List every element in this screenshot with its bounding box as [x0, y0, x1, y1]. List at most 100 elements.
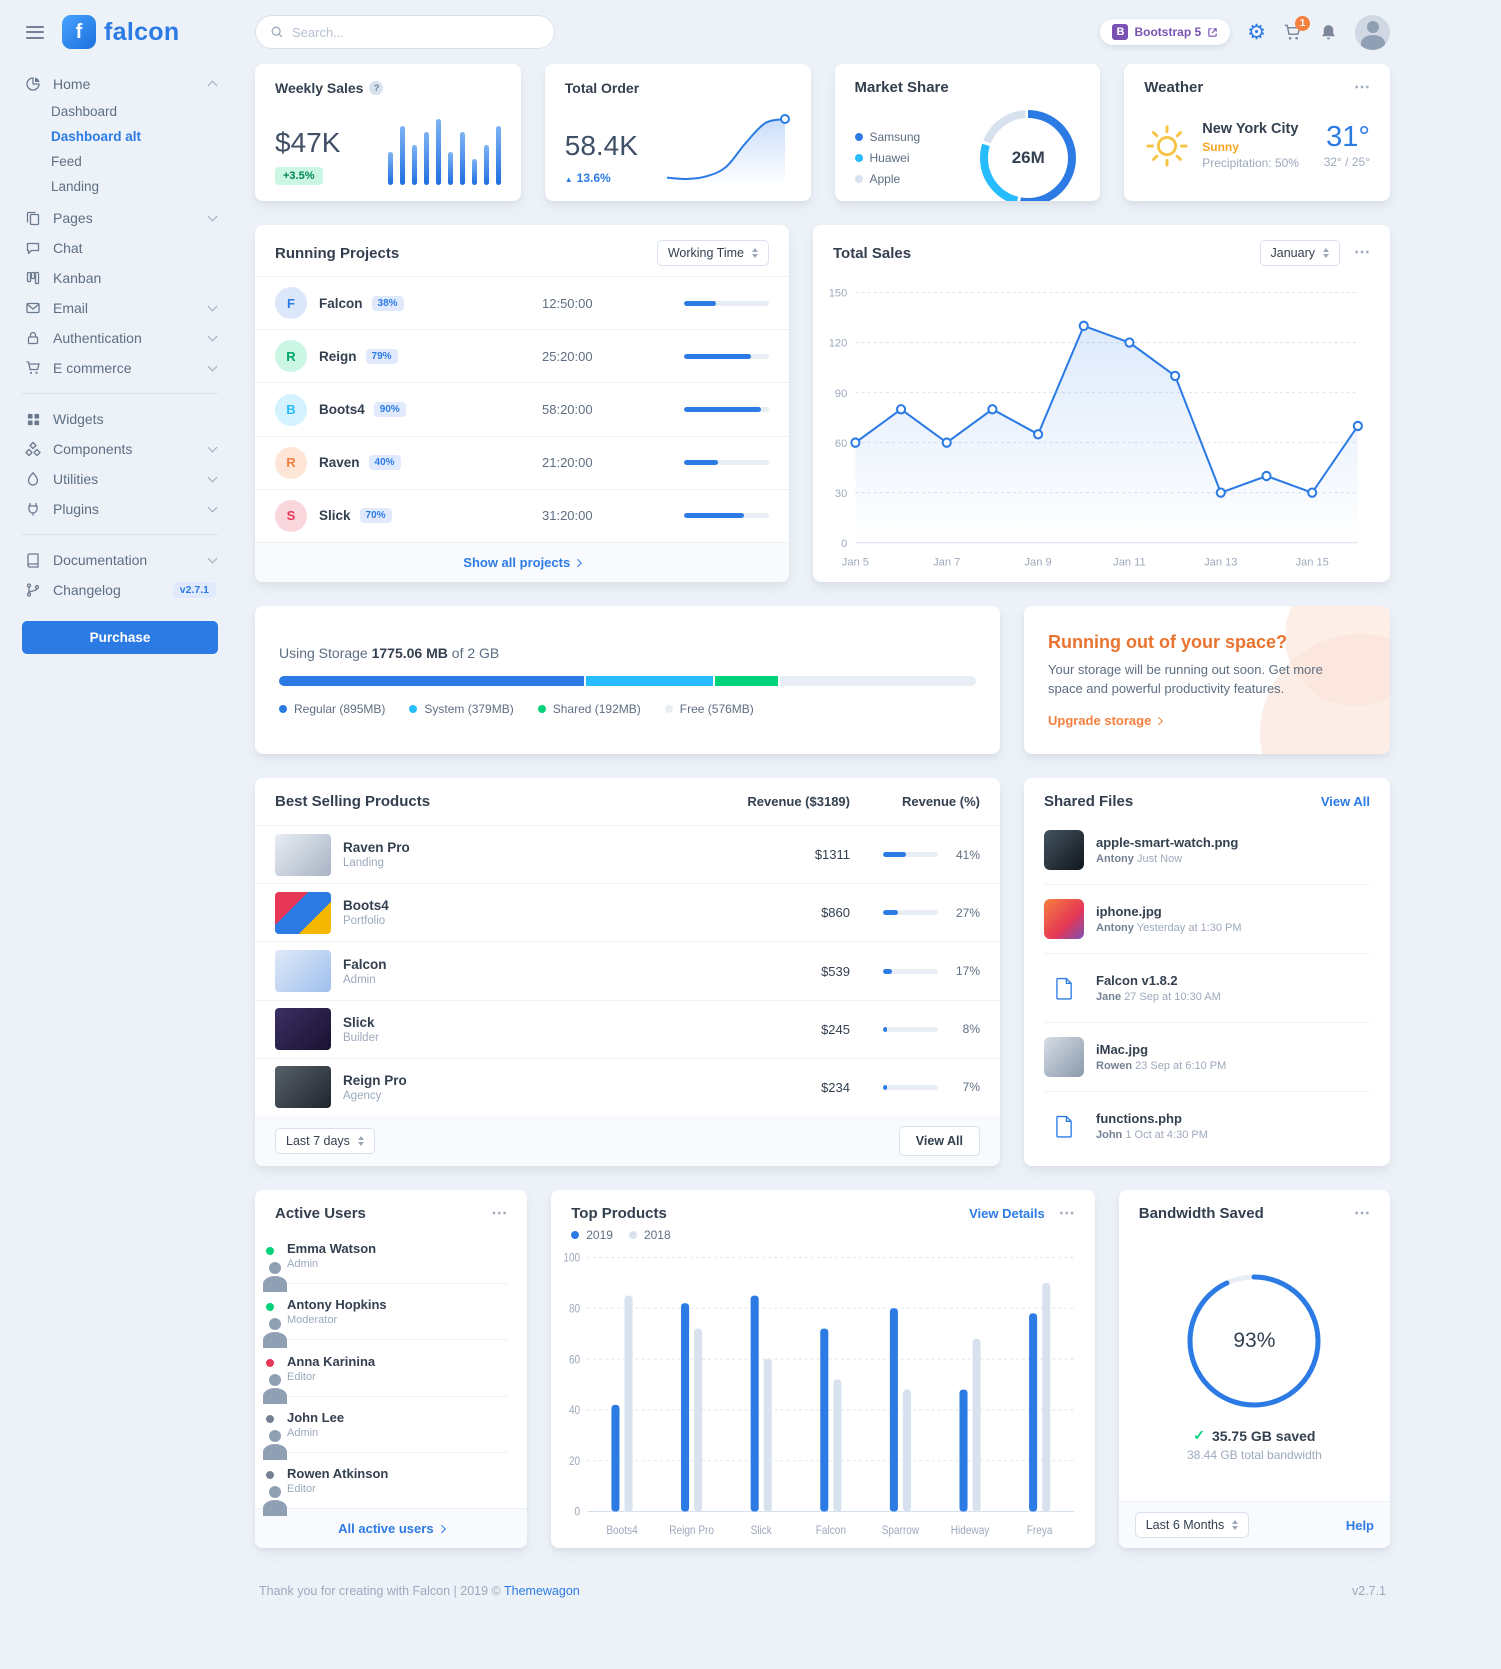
- sidebar-item-dashboard-alt[interactable]: Dashboard alt: [51, 129, 142, 144]
- cart-count-badge: 1: [1295, 15, 1310, 31]
- card-menu-button[interactable]: [1059, 1206, 1075, 1222]
- settings-gear-icon[interactable]: [1247, 22, 1266, 43]
- product-name[interactable]: Raven Pro: [343, 840, 410, 856]
- project-avatar: B: [275, 393, 307, 426]
- list-item[interactable]: Falcon v1.8.2 Jane 27 Sep at 10:30 AM: [1044, 953, 1370, 1022]
- sidebar-item-documentation[interactable]: Documentation: [22, 545, 218, 575]
- chevron-down-icon: [207, 331, 218, 342]
- product-name[interactable]: Falcon: [343, 956, 387, 972]
- card-menu-button[interactable]: [1354, 1206, 1370, 1222]
- view-all-button[interactable]: View All: [898, 1126, 980, 1156]
- list-item[interactable]: iMac.jpg Rowen 23 Sep at 6:10 PM: [1044, 1022, 1370, 1091]
- purchase-button[interactable]: Purchase: [22, 621, 218, 654]
- project-name[interactable]: Boots4: [319, 402, 365, 417]
- user-role: Admin: [287, 1258, 319, 1271]
- sidebar-item-components[interactable]: Components: [22, 434, 218, 464]
- list-item[interactable]: Anna Karinina Editor: [264, 1339, 508, 1395]
- file-list: apple-smart-watch.png Antony Just Now iph…: [1024, 816, 1390, 1166]
- menu-toggle-button[interactable]: [22, 22, 48, 43]
- help-link[interactable]: Help: [1345, 1517, 1374, 1533]
- sidebar-item-feed[interactable]: Feed: [51, 154, 82, 169]
- sidebar-item-authentication[interactable]: Authentication: [22, 323, 218, 353]
- list-item[interactable]: functions.php John 1 Oct at 4:30 PM: [1044, 1091, 1370, 1160]
- working-time-select[interactable]: Working Time: [656, 240, 769, 266]
- search-icon: [270, 25, 284, 39]
- project-name[interactable]: Slick: [319, 508, 351, 524]
- view-all-link[interactable]: View All: [1320, 794, 1370, 809]
- sidebar-item-kanban[interactable]: Kanban: [22, 263, 218, 293]
- user-avatar[interactable]: [1355, 14, 1390, 50]
- product-category: Agency: [343, 1089, 382, 1102]
- sidebar-item-plugins[interactable]: Plugins: [22, 494, 218, 524]
- month-select[interactable]: January: [1259, 240, 1340, 266]
- project-name[interactable]: Raven: [319, 455, 360, 471]
- sort-arrows-icon: [752, 248, 758, 258]
- view-details-link[interactable]: View Details: [969, 1206, 1045, 1221]
- product-thumbnail: [275, 833, 331, 876]
- themewagon-link[interactable]: Themewagon: [504, 1584, 580, 1598]
- top-products-chart: 0 20 40 60 80 100 Boots4 Reign Pro Slick Falcon Sp…: [551, 1244, 1095, 1548]
- sidebar-item-landing[interactable]: Landing: [51, 179, 100, 194]
- project-avatar: R: [275, 446, 307, 479]
- widgets-icon: [24, 412, 42, 427]
- falcon-logo[interactable]: f falcon: [62, 15, 179, 49]
- sidebar-item-home[interactable]: Home: [22, 69, 218, 99]
- search-input[interactable]: [292, 24, 540, 40]
- table-row: Raven Pro Landing $1311 41%: [255, 826, 1000, 885]
- status-badge: [264, 1469, 276, 1482]
- sidebar-item-changelog[interactable]: Changelog v2.7.1: [22, 575, 218, 605]
- sidebar-item-ecommerce[interactable]: E commerce: [22, 353, 218, 383]
- best-selling-products-card: Best Selling Products Revenue ($3189) Re…: [255, 778, 1000, 1166]
- sidebar: f falcon Home Dashboard Dashboard alt Fe…: [0, 0, 230, 684]
- product-name[interactable]: Reign Pro: [343, 1072, 407, 1088]
- projects-row: Running Projects Working Time F Falcon 38…: [255, 225, 1390, 582]
- cart-button[interactable]: 1: [1283, 15, 1310, 42]
- help-icon[interactable]: [369, 81, 384, 95]
- svg-text:Jan 7: Jan 7: [933, 557, 960, 569]
- bandwidth-percent-label: 93%: [1233, 1329, 1276, 1352]
- search-box[interactable]: [255, 15, 555, 49]
- file-name: functions.php: [1096, 1111, 1182, 1126]
- bootstrap-badge[interactable]: B Bootstrap 5: [1100, 19, 1231, 45]
- svg-text:Hideway: Hideway: [951, 1524, 990, 1537]
- product-revenue: $539: [821, 963, 850, 979]
- period-select[interactable]: Last 6 Months: [1134, 1512, 1250, 1538]
- sidebar-item-pages[interactable]: Pages: [22, 203, 218, 233]
- sidebar-item-utilities[interactable]: Utilities: [22, 464, 218, 494]
- project-avatar: R: [275, 340, 307, 373]
- product-name[interactable]: Boots4: [343, 898, 389, 914]
- show-all-projects-link[interactable]: Show all projects: [463, 555, 582, 570]
- list-item[interactable]: Emma Watson Admin: [264, 1228, 507, 1283]
- all-active-users-link[interactable]: All active users: [338, 1521, 446, 1536]
- sidebar-item-chat[interactable]: Chat: [22, 233, 218, 263]
- notifications-button[interactable]: [1319, 23, 1338, 42]
- revenue-percent-bar: [883, 910, 938, 916]
- list-item[interactable]: Antony Hopkins Moderator: [264, 1283, 508, 1339]
- project-row: S Slick 70% 31:20:00: [255, 488, 789, 542]
- list-item[interactable]: iphone.jpg Antony Yesterday at 1:30 PM: [1044, 884, 1370, 953]
- product-name[interactable]: Slick: [343, 1014, 375, 1030]
- sidebar-item-email[interactable]: Email: [22, 293, 218, 323]
- bandwidth-ring: 93%: [1184, 1271, 1324, 1411]
- sidebar-item-dashboard[interactable]: Dashboard: [51, 104, 118, 119]
- project-name[interactable]: Reign: [319, 348, 357, 364]
- card-menu-button[interactable]: [491, 1206, 507, 1222]
- period-select[interactable]: Last 7 days: [275, 1128, 375, 1154]
- sort-arrows-icon: [1232, 1520, 1238, 1530]
- sidebar-item-widgets[interactable]: Widgets: [22, 404, 218, 434]
- svg-text:Jan 15: Jan 15: [1295, 557, 1328, 569]
- project-name[interactable]: Falcon: [319, 295, 363, 311]
- list-item[interactable]: apple-smart-watch.png Antony Just Now: [1044, 816, 1370, 884]
- lock-icon: [24, 330, 42, 346]
- list-item[interactable]: Rowen Atkinson Editor: [264, 1451, 508, 1508]
- legend-dot: [854, 175, 863, 183]
- list-item[interactable]: John Lee Admin: [264, 1395, 508, 1452]
- product-table: Raven Pro Landing $1311 41% Boots4 Portfol…: [255, 826, 1000, 1116]
- table-row: Falcon Admin $539 17%: [255, 942, 1000, 1001]
- upgrade-storage-link[interactable]: Upgrade storage: [1048, 713, 1163, 728]
- card-menu-button[interactable]: [1354, 245, 1370, 261]
- file-thumbnail: [1044, 830, 1084, 870]
- card-menu-button[interactable]: [1354, 80, 1370, 96]
- market-share-legend: Samsung Huawei Apple: [854, 130, 920, 186]
